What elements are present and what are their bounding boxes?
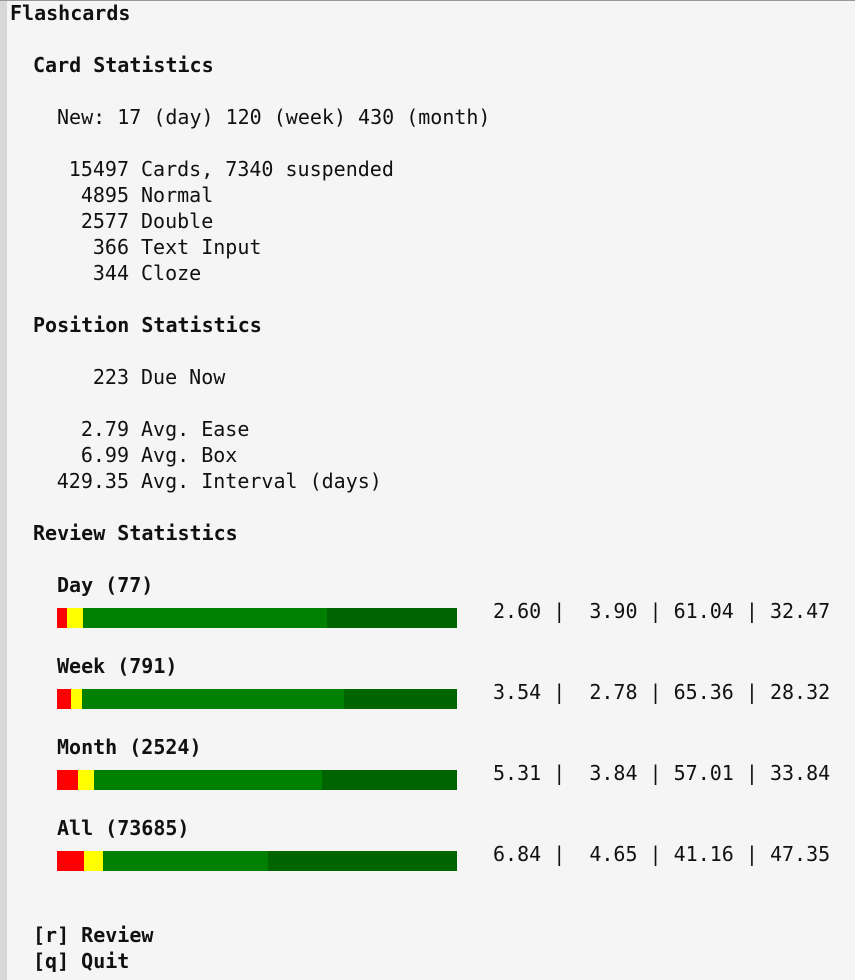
period-label-all: All (73685) — [57, 816, 190, 840]
bar-segment-easy — [327, 608, 457, 628]
review-stats-month: 5.31 | 3.84 | 57.01 | 33.84 — [493, 761, 831, 785]
avg-box-value: 6.99 — [80, 443, 129, 467]
period-label-day: Day (77) — [57, 573, 154, 597]
review-bar-all — [57, 851, 457, 871]
avg-interval-label: Avg. Interval (days) — [141, 469, 382, 493]
bar-segment-good — [102, 851, 268, 871]
bar-segment-hard — [71, 689, 83, 709]
stat-label: Cards, 7340 suspended — [141, 157, 394, 181]
bar-segment-hard — [78, 770, 94, 790]
bar-segment-again — [57, 608, 68, 628]
review-key: [r] — [33, 923, 70, 947]
quit-key: [q] — [33, 949, 70, 973]
stat-value: 2577 — [80, 209, 129, 233]
review-bar-week — [57, 689, 457, 709]
review-bar-month — [57, 770, 457, 790]
stat-label: Text Input — [141, 235, 262, 259]
app-title: Flashcards — [10, 1, 131, 25]
period-label-month: Month (2524) — [57, 735, 202, 759]
top-border — [0, 0, 855, 1]
due-now-value: 223 — [92, 365, 129, 389]
review-stats-day: 2.60 | 3.90 | 61.04 | 32.47 — [493, 599, 831, 623]
review-action[interactable]: [r] Review — [33, 922, 153, 948]
stat-label: Normal — [141, 183, 214, 207]
quit-action[interactable]: [q] Quit — [33, 948, 129, 974]
position-statistics-heading: Position Statistics — [33, 313, 262, 337]
quit-action-label: Quit — [81, 949, 130, 973]
bar-segment-hard — [67, 608, 83, 628]
bar-segment-easy — [321, 770, 457, 790]
bar-segment-again — [57, 770, 79, 790]
review-action-label: Review — [81, 923, 154, 947]
bar-segment-again — [57, 851, 85, 871]
card-statistics-heading: Card Statistics — [33, 53, 214, 77]
bar-segment-easy — [267, 851, 457, 871]
bar-segment-easy — [343, 689, 457, 709]
stat-value: 344 — [92, 261, 129, 285]
bar-segment-again — [57, 689, 72, 709]
review-bar-day — [57, 608, 457, 628]
stat-value: 4895 — [80, 183, 129, 207]
due-now-label: Due Now — [141, 365, 226, 389]
review-statistics-heading: Review Statistics — [33, 521, 238, 545]
period-label-week: Week (791) — [57, 654, 178, 678]
stat-label: Double — [141, 209, 214, 233]
stat-label: Cloze — [141, 261, 202, 285]
avg-ease-value: 2.79 — [80, 417, 129, 441]
bar-segment-good — [82, 608, 328, 628]
avg-box-label: Avg. Box — [141, 443, 238, 467]
bar-segment-good — [82, 689, 344, 709]
review-stats-all: 6.84 | 4.65 | 41.16 | 47.35 — [493, 842, 831, 866]
avg-ease-label: Avg. Ease — [141, 417, 250, 441]
new-cards-line: New: 17 (day) 120 (week) 430 (month) — [57, 105, 491, 129]
left-border — [0, 0, 7, 980]
bar-segment-good — [93, 770, 322, 790]
bar-segment-hard — [84, 851, 103, 871]
review-stats-week: 3.54 | 2.78 | 65.36 | 28.32 — [493, 680, 831, 704]
stat-value: 366 — [92, 235, 129, 259]
stat-value: 15497 — [68, 157, 129, 181]
avg-interval-value: 429.35 — [56, 469, 129, 493]
